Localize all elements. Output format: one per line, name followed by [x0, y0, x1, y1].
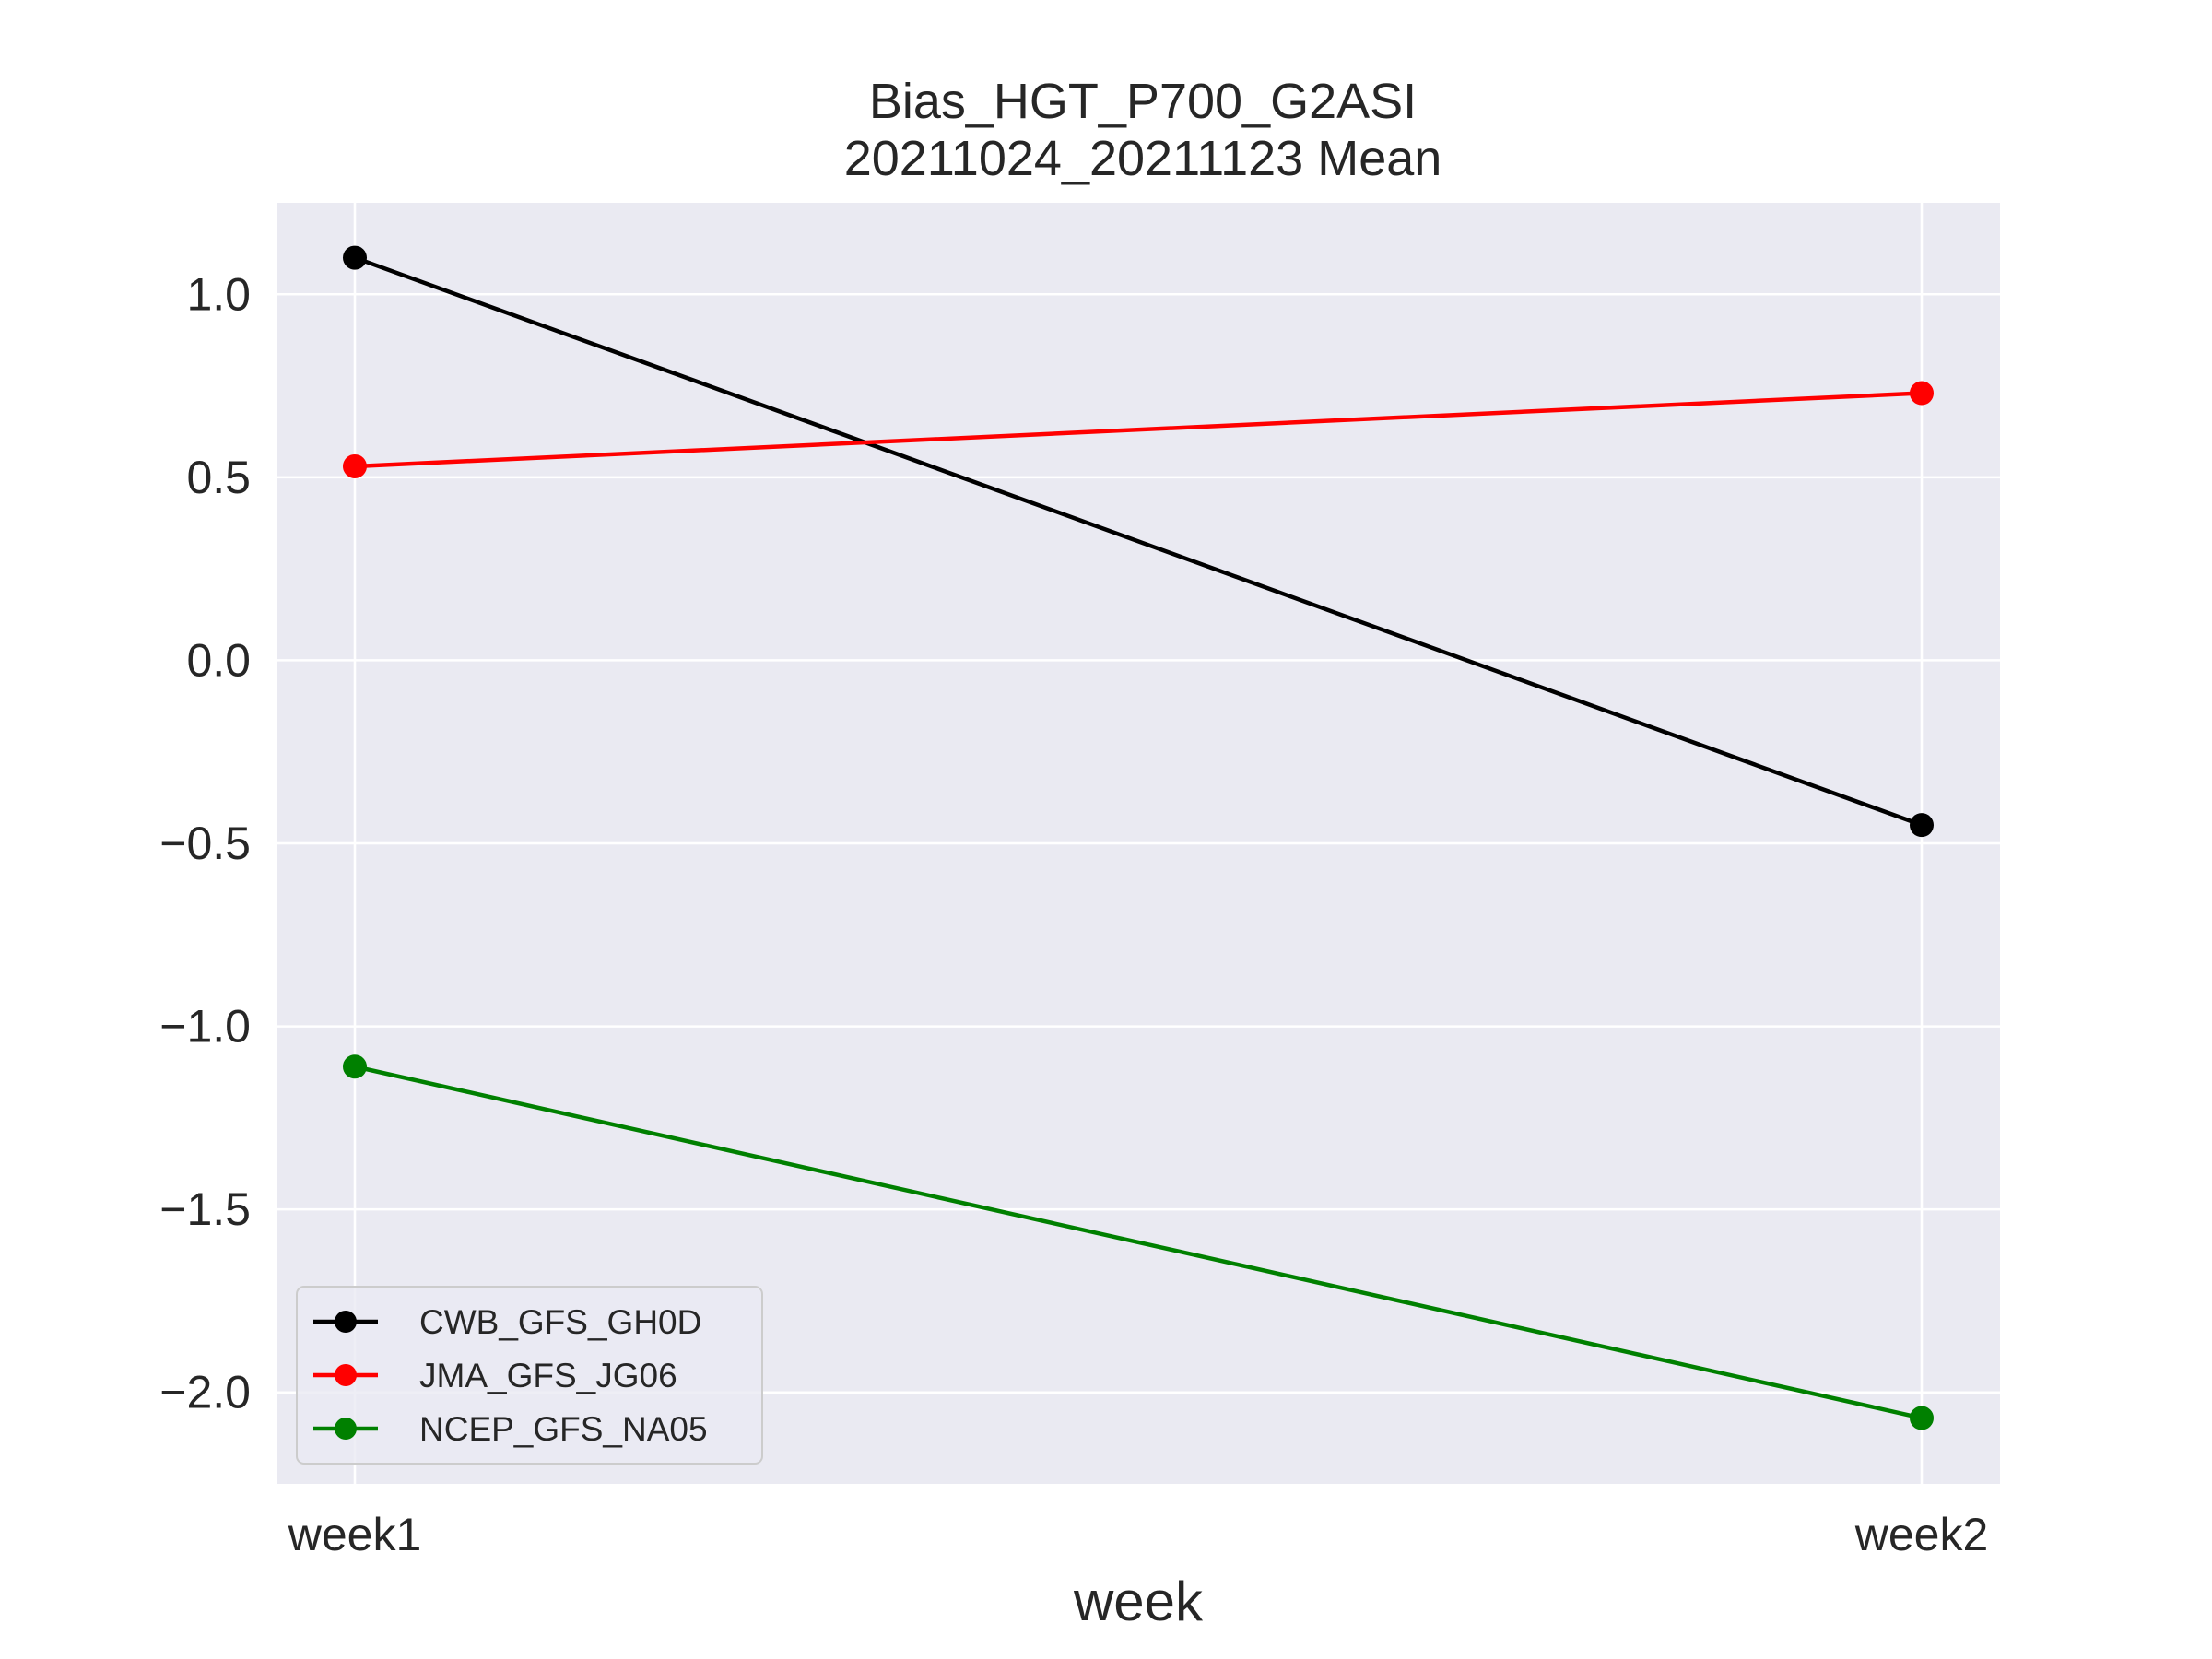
y-tick-label: −1.0: [159, 1001, 251, 1053]
legend-marker-2: [335, 1418, 357, 1440]
legend-label-2: NCEP_GFS_NA05: [419, 1410, 708, 1448]
x-axis-label: week: [1073, 1571, 1204, 1632]
y-tick-label: 0.5: [186, 452, 251, 503]
x-tick-labels: week1 week2: [288, 1509, 1989, 1560]
legend-label-1: JMA_GFS_JG06: [419, 1357, 677, 1394]
series-line-1: [354, 391, 1923, 469]
y-tick-label: −1.5: [159, 1183, 251, 1235]
legend-marker-0: [335, 1311, 357, 1333]
x-tick-label: week2: [1854, 1509, 1989, 1560]
x-tick-label: week1: [288, 1509, 422, 1560]
data-point: [1910, 381, 1934, 406]
data-point: [1910, 1406, 1934, 1430]
legend-box: [296, 1286, 763, 1465]
data-point: [343, 245, 367, 270]
grid-lines: [276, 203, 2000, 1484]
chart-subtitle: 20211024_20211123 Mean: [844, 131, 1442, 186]
y-tick-label: 0.0: [186, 634, 251, 686]
y-tick-label: −2.0: [159, 1367, 251, 1418]
y-tick-label: 1.0: [186, 268, 251, 320]
legend-label-0: CWB_GFS_GH0D: [419, 1303, 701, 1341]
chart-title: Bias_HGT_P700_G2ASI: [869, 74, 1417, 129]
data-point: [343, 1054, 367, 1079]
data-point: [343, 453, 367, 478]
series-line-0: [354, 255, 1923, 828]
legend: CWB_GFS_GH0D JMA_GFS_JG06 NCEP_GFS_NA05: [296, 1286, 763, 1465]
data-point: [1910, 813, 1934, 838]
y-tick-labels: 1.0 0.5 0.0 −0.5 −1.0 −1.5 −2.0: [159, 268, 251, 1418]
series-line-2: [354, 1065, 1923, 1420]
legend-entries: CWB_GFS_GH0D JMA_GFS_JG06 NCEP_GFS_NA05: [313, 1303, 708, 1448]
series-lines: [343, 245, 1934, 1430]
legend-marker-1: [335, 1364, 357, 1386]
y-tick-label: −0.5: [159, 818, 251, 869]
